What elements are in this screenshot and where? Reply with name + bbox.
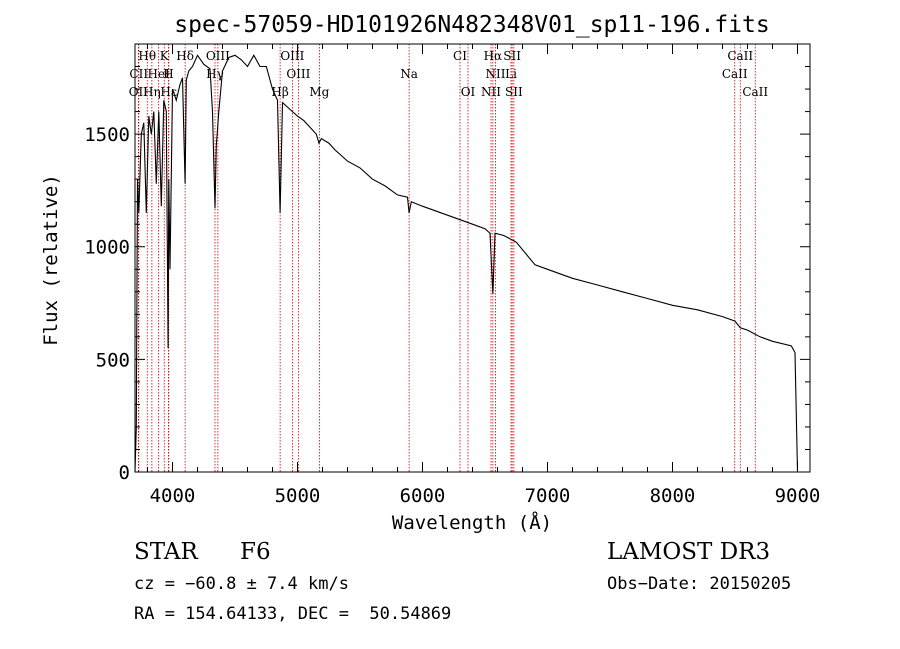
spectral-line-label-8: CaII xyxy=(727,49,753,63)
spectral-line-label-10: HeI xyxy=(147,67,170,81)
spectral-line-label-22: Mg xyxy=(309,85,329,99)
spectral-line-label-14: Na xyxy=(400,67,418,81)
spectral-line-label-5: CI xyxy=(453,49,467,63)
spectral-line-label-4: OIII xyxy=(280,49,304,63)
chart-title: spec-57059-HD101926N482348V01_sp11-196.f… xyxy=(174,12,769,38)
x-tick-label-7000: 7000 xyxy=(525,485,571,507)
survey-name: LAMOST DR3 xyxy=(607,539,771,565)
x-tick-label-8000: 8000 xyxy=(650,485,696,507)
spectral-line-label-26: CaII xyxy=(742,85,768,99)
redshift-cz: cz = −60.8 ± 7.4 km/s xyxy=(134,574,349,594)
spectral-line-label-17: CaII xyxy=(722,67,748,81)
x-tick-label-4000: 4000 xyxy=(150,485,196,507)
x-tick-label-9000: 9000 xyxy=(775,485,821,507)
plot-frame xyxy=(134,43,811,473)
spectral-line-label-25: SII xyxy=(505,85,523,99)
spectrum-line xyxy=(134,54,799,473)
spectral-line-label-1: K xyxy=(160,49,170,63)
spectral-line-label-13: OIII xyxy=(286,67,310,81)
spectral-line-label-0: Hθ xyxy=(138,49,156,63)
spectral-line-label-9: CII xyxy=(129,67,148,81)
y-tick-label-0: 0 xyxy=(119,462,130,484)
spectral-line-label-12: Hγ xyxy=(206,67,224,81)
y-axis-label: Flux (relative) xyxy=(40,174,62,346)
spectral-line-label-2: Hδ xyxy=(176,49,194,63)
spectral-line-label-7: SII xyxy=(503,49,521,63)
spectral-line-label-3: OIII xyxy=(206,49,230,63)
axis-ticks: 4000 5000 6000 7000 8000 9000 0 500 1000 1500 xyxy=(84,43,821,507)
spectral-line-label-23: OI xyxy=(461,85,476,99)
spectral-line-label-11: H xyxy=(163,67,173,81)
ra-dec-coordinates: RA = 154.64133, DEC = 50.54869 xyxy=(134,604,452,624)
y-tick-label-1500: 1500 xyxy=(84,124,130,146)
spectral-line-label-16: Li xyxy=(505,67,517,81)
spectral-line-label-6: Hα xyxy=(484,49,503,63)
spectrum-chart: spec-57059-HD101926N482348V01_sp11-196.f… xyxy=(40,12,821,534)
spectral-line-label-20: Hε xyxy=(160,85,177,99)
x-tick-label-6000: 6000 xyxy=(400,485,446,507)
x-tick-label-5000: 5000 xyxy=(275,485,321,507)
spectral-line-markers xyxy=(137,44,756,472)
spectral-line-label-21: Hβ xyxy=(271,85,288,99)
obs-date: Obs−Date: 20150205 xyxy=(607,574,792,594)
spectral-line-label-24: NII xyxy=(481,85,501,99)
spectral-line-label-15: NII xyxy=(486,67,506,81)
subclass: F6 xyxy=(240,539,271,565)
spectral-line-label-18: OII xyxy=(129,85,149,99)
object-type: STAR xyxy=(134,539,198,565)
x-axis-label: Wavelength (Å) xyxy=(392,511,552,534)
spectral-line-label-19: Hη xyxy=(143,85,161,99)
y-tick-label-1000: 1000 xyxy=(84,237,130,259)
y-tick-label-500: 500 xyxy=(96,349,130,371)
